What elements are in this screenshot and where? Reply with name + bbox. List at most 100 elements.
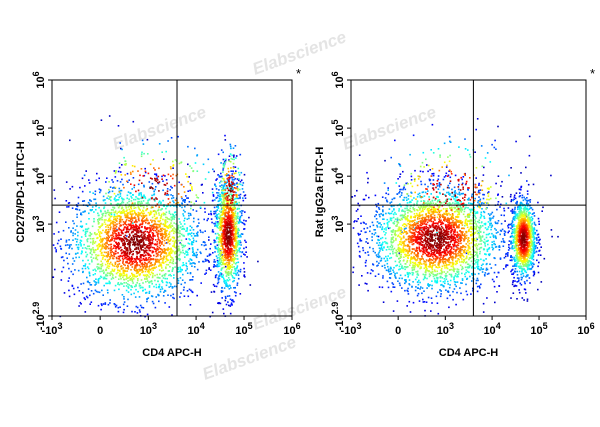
event-dot [372, 247, 374, 250]
event-dot [458, 183, 460, 186]
event-dot [182, 199, 185, 201]
event-dot [89, 231, 91, 234]
event-dot [218, 237, 221, 239]
event-dot [129, 224, 132, 226]
event-dot [141, 182, 143, 184]
event-dot [112, 235, 115, 238]
event-dot [143, 258, 145, 261]
event-dot [526, 197, 528, 199]
event-dot [400, 188, 402, 191]
event-dot [216, 213, 219, 216]
event-dot [257, 260, 259, 263]
event-dot [133, 268, 136, 271]
event-dot [161, 258, 163, 260]
event-dot [232, 196, 234, 198]
event-dot [144, 233, 146, 236]
event-dot [229, 227, 231, 230]
event-dot [167, 247, 169, 249]
event-dot [147, 252, 149, 255]
event-dot [515, 192, 518, 194]
event-dot [107, 244, 110, 246]
event-dot [123, 186, 125, 189]
event-dot [233, 156, 235, 158]
event-dot [475, 128, 477, 131]
event-dot [184, 205, 186, 208]
event-dot [531, 213, 534, 215]
event-dot [136, 228, 139, 231]
event-dot [110, 211, 113, 214]
event-dot [492, 217, 494, 219]
event-dot [181, 202, 183, 205]
event-dot [170, 226, 172, 229]
event-dot [234, 206, 236, 209]
event-dot [99, 250, 102, 252]
event-dot [200, 282, 202, 284]
event-dot [132, 243, 135, 245]
event-dot [146, 265, 148, 268]
event-dot [135, 196, 137, 198]
event-dot [113, 218, 115, 221]
event-dot [139, 244, 142, 247]
event-dot [117, 265, 120, 268]
event-dot [105, 244, 107, 247]
event-dot [151, 221, 153, 223]
event-dot [228, 189, 230, 192]
event-dot [111, 270, 114, 272]
event-dot [229, 255, 231, 258]
event-dot [161, 233, 163, 235]
event-dot [141, 263, 144, 265]
event-dot [208, 239, 210, 241]
event-dot [379, 255, 381, 258]
event-dot [366, 171, 368, 174]
event-dot [230, 225, 232, 227]
event-dot [223, 243, 225, 245]
event-dot [132, 250, 134, 253]
event-dot [74, 238, 77, 240]
event-dot [123, 156, 125, 159]
event-dot [404, 282, 406, 285]
event-dot [153, 229, 155, 232]
event-dot [144, 261, 146, 264]
event-dot [223, 202, 225, 204]
event-dot [120, 147, 122, 150]
event-dot [170, 252, 172, 254]
event-dot [229, 258, 232, 260]
event-dot [477, 272, 480, 275]
event-dot [528, 277, 531, 279]
event-dot [155, 174, 158, 177]
event-dot [215, 285, 218, 288]
event-dot [164, 222, 167, 224]
event-dot [86, 228, 89, 230]
event-dot [117, 170, 120, 173]
event-dot [233, 203, 235, 206]
event-dot [118, 232, 120, 235]
event-dot [126, 252, 129, 254]
event-dot [371, 239, 373, 242]
event-dot [508, 174, 510, 177]
event-dot [228, 267, 230, 269]
event-dot [138, 193, 140, 195]
event-dot [167, 248, 170, 251]
event-dot [203, 260, 205, 263]
event-dot [222, 177, 225, 180]
event-dot [112, 228, 114, 230]
event-dot [106, 274, 109, 277]
event-dot [110, 234, 112, 237]
event-dot [87, 267, 90, 270]
event-dot [230, 243, 232, 246]
event-dot [401, 277, 403, 280]
event-dot [376, 226, 379, 228]
event-dot [225, 228, 227, 231]
event-dot [171, 187, 173, 189]
event-dot [143, 220, 145, 223]
event-dot [123, 278, 125, 281]
event-dot [448, 286, 451, 289]
event-dot [484, 274, 486, 277]
event-dot [173, 245, 175, 247]
event-dot [131, 165, 134, 167]
event-dot [130, 288, 132, 291]
event-dot [221, 244, 224, 247]
event-dot [130, 269, 132, 271]
event-dot [145, 239, 147, 241]
event-dot [172, 173, 174, 176]
